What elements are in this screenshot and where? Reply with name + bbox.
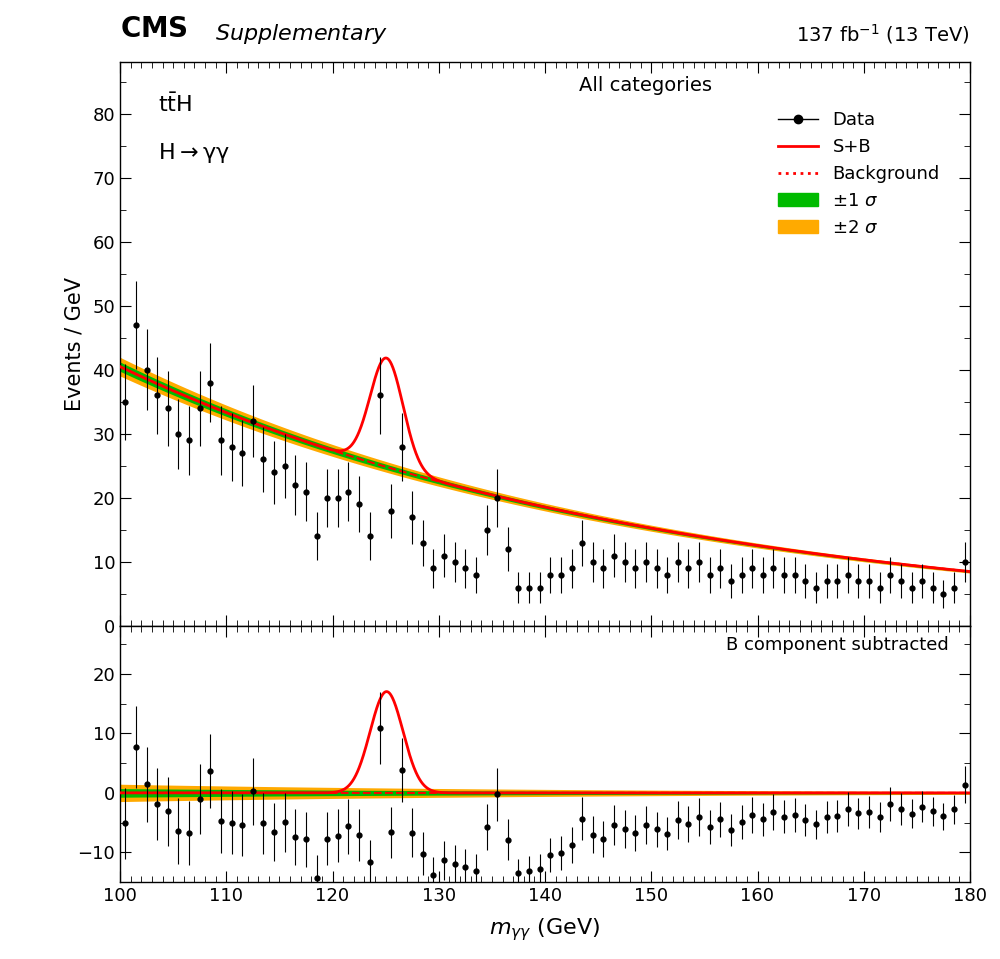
- Text: B component subtracted: B component subtracted: [726, 637, 949, 654]
- Legend: Data, S+B, Background, $\pm$1 $\sigma$, $\pm$2 $\sigma$: Data, S+B, Background, $\pm$1 $\sigma$, …: [778, 111, 940, 237]
- Text: $\mathrm{t\bar{t}H}$: $\mathrm{t\bar{t}H}$: [158, 93, 192, 117]
- Text: $\mathrm{H{\rightarrow}\gamma\gamma}$: $\mathrm{H{\rightarrow}\gamma\gamma}$: [158, 141, 230, 165]
- Text: 137 fb$^{-1}$ (13 TeV): 137 fb$^{-1}$ (13 TeV): [796, 22, 970, 46]
- Text: All categories: All categories: [579, 77, 712, 96]
- Y-axis label: Events / GeV: Events / GeV: [64, 277, 84, 411]
- X-axis label: $m_{\gamma\gamma}$ (GeV): $m_{\gamma\gamma}$ (GeV): [489, 916, 601, 943]
- Text: $\bf{CMS}$: $\bf{CMS}$: [120, 15, 188, 43]
- Text: $\it{Supplementary}$: $\it{Supplementary}$: [215, 22, 388, 46]
